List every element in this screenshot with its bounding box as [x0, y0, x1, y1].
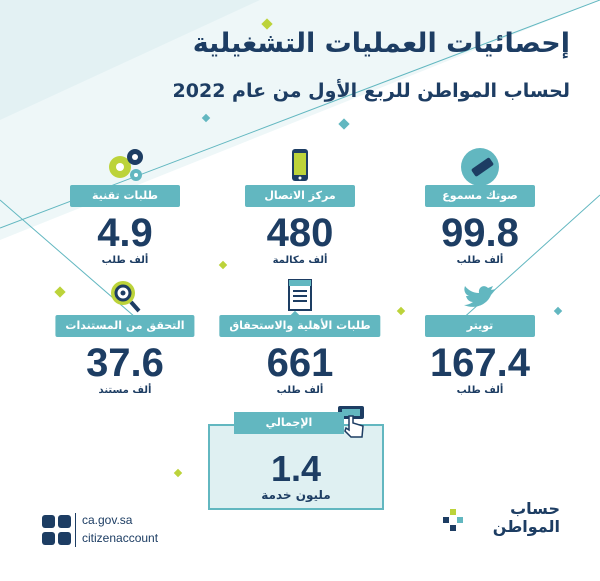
total-value: 1.4	[270, 448, 322, 489]
page-title: إحصائيات العمليات التشغيلية	[192, 28, 570, 59]
twitter-icon[interactable]	[42, 532, 55, 545]
stat-label: صوتك مسموع	[425, 185, 535, 207]
stat-value: 99.8	[441, 211, 519, 255]
instagram-icon[interactable]	[58, 532, 71, 545]
stat-unit: ألف مكالمة	[272, 255, 328, 266]
social-handle[interactable]: citizenaccount	[82, 531, 159, 545]
footer-divider	[75, 513, 76, 547]
stat-value: 4.9	[97, 211, 153, 255]
stat-unit: ألف طلب	[456, 385, 504, 396]
stat-value: 167.4	[429, 341, 531, 385]
stat-label: تويتر	[425, 315, 535, 337]
stat-label: طلبات تقنية	[70, 185, 180, 207]
gears-icon	[109, 149, 143, 181]
stat-label: طلبات الأهلية والاستحقاق	[219, 315, 381, 337]
phone-icon	[292, 149, 308, 181]
logo: حساب المواطن	[470, 500, 560, 536]
stat-value: 480	[266, 211, 334, 255]
stat-label: التحقق من المستندات	[55, 315, 195, 337]
twitter-bird-icon	[464, 286, 496, 307]
youtube-icon[interactable]	[42, 515, 55, 528]
total-unit: مليون خدمة	[261, 488, 331, 502]
megaphone-icon	[461, 148, 499, 186]
total-label: الإجمالي	[234, 412, 344, 434]
stat-unit: ألف مستند	[98, 385, 152, 396]
stat-value: 661	[266, 341, 334, 385]
facebook-icon[interactable]	[58, 515, 71, 528]
logo-icon	[443, 509, 463, 531]
magnifier-icon	[111, 281, 141, 313]
stat-unit: ألف طلب	[101, 255, 149, 266]
page-subtitle: لحساب المواطن للربع الأول من عام 2022	[172, 80, 570, 102]
stat-label: مركز الاتصال	[245, 185, 355, 207]
stat-unit: ألف طلب	[456, 255, 504, 266]
hand-tap-icon	[338, 406, 364, 438]
website-link[interactable]: ca.gov.sa	[82, 513, 133, 527]
stat-value: 37.6	[86, 341, 164, 385]
logo-line-1: حساب	[510, 499, 560, 518]
stat-unit: ألف طلب	[276, 385, 324, 396]
logo-line-2: المواطن	[492, 517, 560, 536]
document-icon	[288, 279, 312, 311]
